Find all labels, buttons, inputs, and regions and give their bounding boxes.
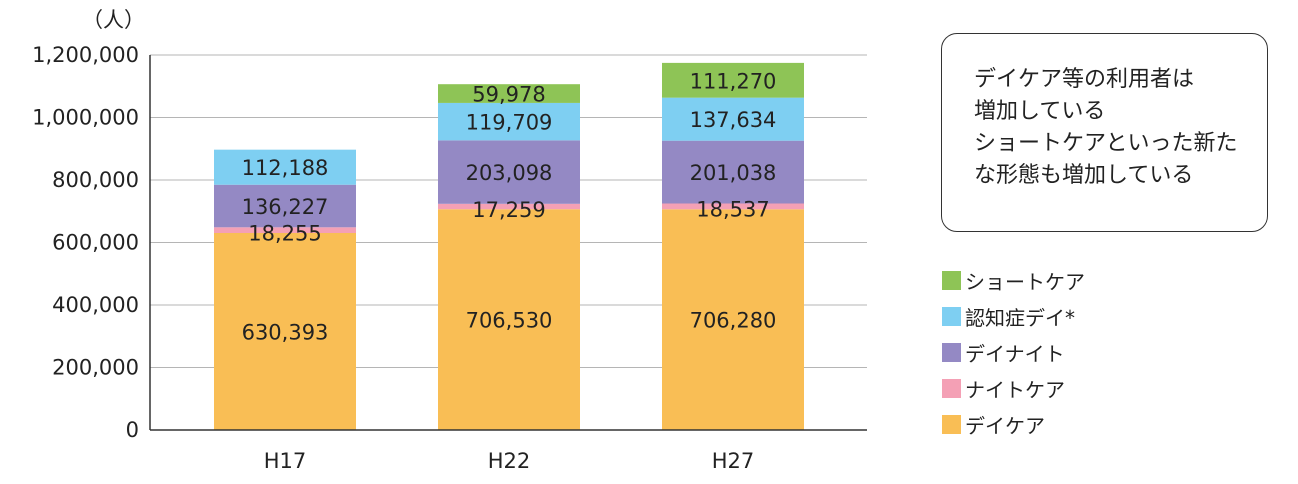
bar-segment (438, 102, 580, 141)
bar-segment (214, 233, 356, 430)
data-label: 59,978 (472, 83, 545, 107)
data-label: 706,530 (466, 309, 553, 333)
data-label: 706,280 (690, 309, 777, 333)
legend-swatch (942, 306, 961, 326)
legend-label: デイケア (965, 413, 1045, 438)
y-tick-label: 400,000 (52, 293, 139, 317)
legend-swatch (942, 414, 961, 434)
x-tick-label: H17 (264, 449, 307, 473)
callout-box: デイケア等の利用者は 増加している ショートケアといった新た な形態も増加してい… (941, 33, 1268, 232)
data-label: 18,255 (248, 221, 321, 245)
data-label: 201,038 (690, 161, 777, 185)
bar-segment (214, 149, 356, 185)
y-tick-label: 800,000 (52, 168, 139, 192)
y-tick-label: 1,000,000 (32, 106, 139, 130)
bar-segment (662, 62, 804, 98)
bar-segment (438, 203, 580, 210)
data-label: 17,259 (472, 198, 545, 222)
data-label: 112,188 (242, 156, 329, 180)
data-label: 630,393 (242, 321, 329, 345)
callout-line: ショートケアといった新た (974, 131, 1238, 156)
legend-label: 認知症デイ* (965, 305, 1075, 330)
legend-swatch (942, 342, 961, 362)
bar-segment (214, 184, 356, 228)
callout-line: な形態も増加している (974, 163, 1194, 188)
data-label: 111,270 (690, 69, 777, 93)
callout-line: デイケア等の利用者は (974, 67, 1195, 92)
y-tick-label: 1,200,000 (32, 43, 139, 67)
legend-item: 認知症デイ* (942, 298, 1085, 334)
legend-item: ショートケア (942, 262, 1085, 298)
data-label: 203,098 (466, 161, 553, 185)
data-label: 119,709 (466, 111, 553, 135)
data-label: 137,634 (690, 108, 777, 132)
x-tick-label: H27 (712, 449, 755, 473)
bar-segment (438, 84, 580, 103)
data-label: 136,227 (242, 195, 329, 219)
x-tick-label: H22 (488, 449, 531, 473)
legend-label: ナイトケア (965, 377, 1065, 402)
bar-segment (662, 209, 804, 430)
bar-segment (438, 140, 580, 204)
legend-swatch (942, 270, 961, 290)
bar-segment (662, 203, 804, 210)
y-tick-label: 0 (126, 418, 139, 442)
data-label: 18,537 (696, 197, 769, 221)
legend: ショートケア 認知症デイ* デイナイト ナイトケア デイケア (942, 262, 1085, 442)
bar-segment (662, 140, 804, 204)
bar-segment (214, 227, 356, 234)
callout-line: 増加している (974, 99, 1106, 124)
legend-item: デイケア (942, 406, 1085, 442)
stacked-bar-chart: 0 200,000 400,000 600,000 800,000 1,000,000 1,… (32, 8, 867, 473)
legend-label: ショートケア (965, 269, 1085, 294)
legend-item: デイナイト (942, 334, 1085, 370)
y-tick-label: 600,000 (52, 231, 139, 255)
y-unit-label: （人） (82, 8, 145, 32)
legend-item: ナイトケア (942, 370, 1085, 406)
legend-label: デイナイト (965, 341, 1065, 366)
legend-swatch (942, 378, 961, 398)
bar-segment (662, 97, 804, 141)
y-tick-label: 200,000 (52, 356, 139, 380)
bar-segment (438, 209, 580, 430)
